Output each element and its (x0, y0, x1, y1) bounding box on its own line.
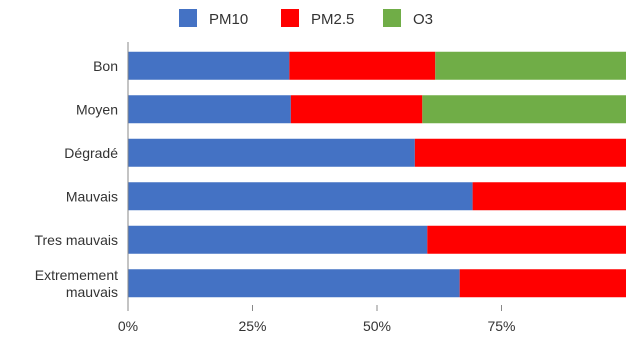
x-tick-label: 0% (118, 318, 138, 334)
legend-swatch-o3 (383, 9, 401, 27)
bar-pm2-5-2 (414, 138, 626, 167)
bar-pm2-5-4 (427, 225, 626, 254)
category-label: mauvais (66, 284, 118, 300)
legend-swatch-pm2-5 (281, 9, 299, 27)
bar-pm2-5-1 (290, 95, 423, 124)
chart-legend: PM10 PM2.5 O3 (179, 9, 433, 28)
category-label: Tres mauvais (34, 232, 118, 248)
legend-label-pm2-5: PM2.5 (311, 11, 354, 28)
bar-pm10-2 (128, 138, 415, 167)
bar-pm10-5 (128, 269, 460, 298)
bar-pm2-5-0 (289, 51, 436, 80)
x-tick-label: 75% (487, 318, 515, 334)
bar-pm2-5-3 (472, 182, 626, 211)
category-label: Moyen (76, 101, 118, 117)
category-label: Bon (93, 58, 118, 74)
bar-pm10-0 (128, 51, 290, 80)
chart-bars (128, 51, 626, 298)
legend-label-o3: O3 (413, 11, 433, 28)
category-label: Mauvais (66, 188, 118, 204)
x-tick-label: 50% (363, 318, 391, 334)
bar-o3-0 (435, 51, 626, 80)
category-label: Dégradé (64, 145, 118, 161)
bar-pm10-3 (128, 182, 473, 211)
category-label: Extremement (35, 267, 118, 283)
bar-pm2-5-5 (459, 269, 626, 298)
legend-label-pm10: PM10 (209, 11, 248, 28)
x-tick-label: 25% (238, 318, 266, 334)
bar-o3-1 (422, 95, 626, 124)
bar-pm10-1 (128, 95, 291, 124)
chart-axes: Bon Moyen Dégradé Mauvais Tres mauvais Extrem… (34, 42, 516, 334)
bar-pm10-4 (128, 225, 428, 254)
legend-swatch-pm10 (179, 9, 197, 27)
